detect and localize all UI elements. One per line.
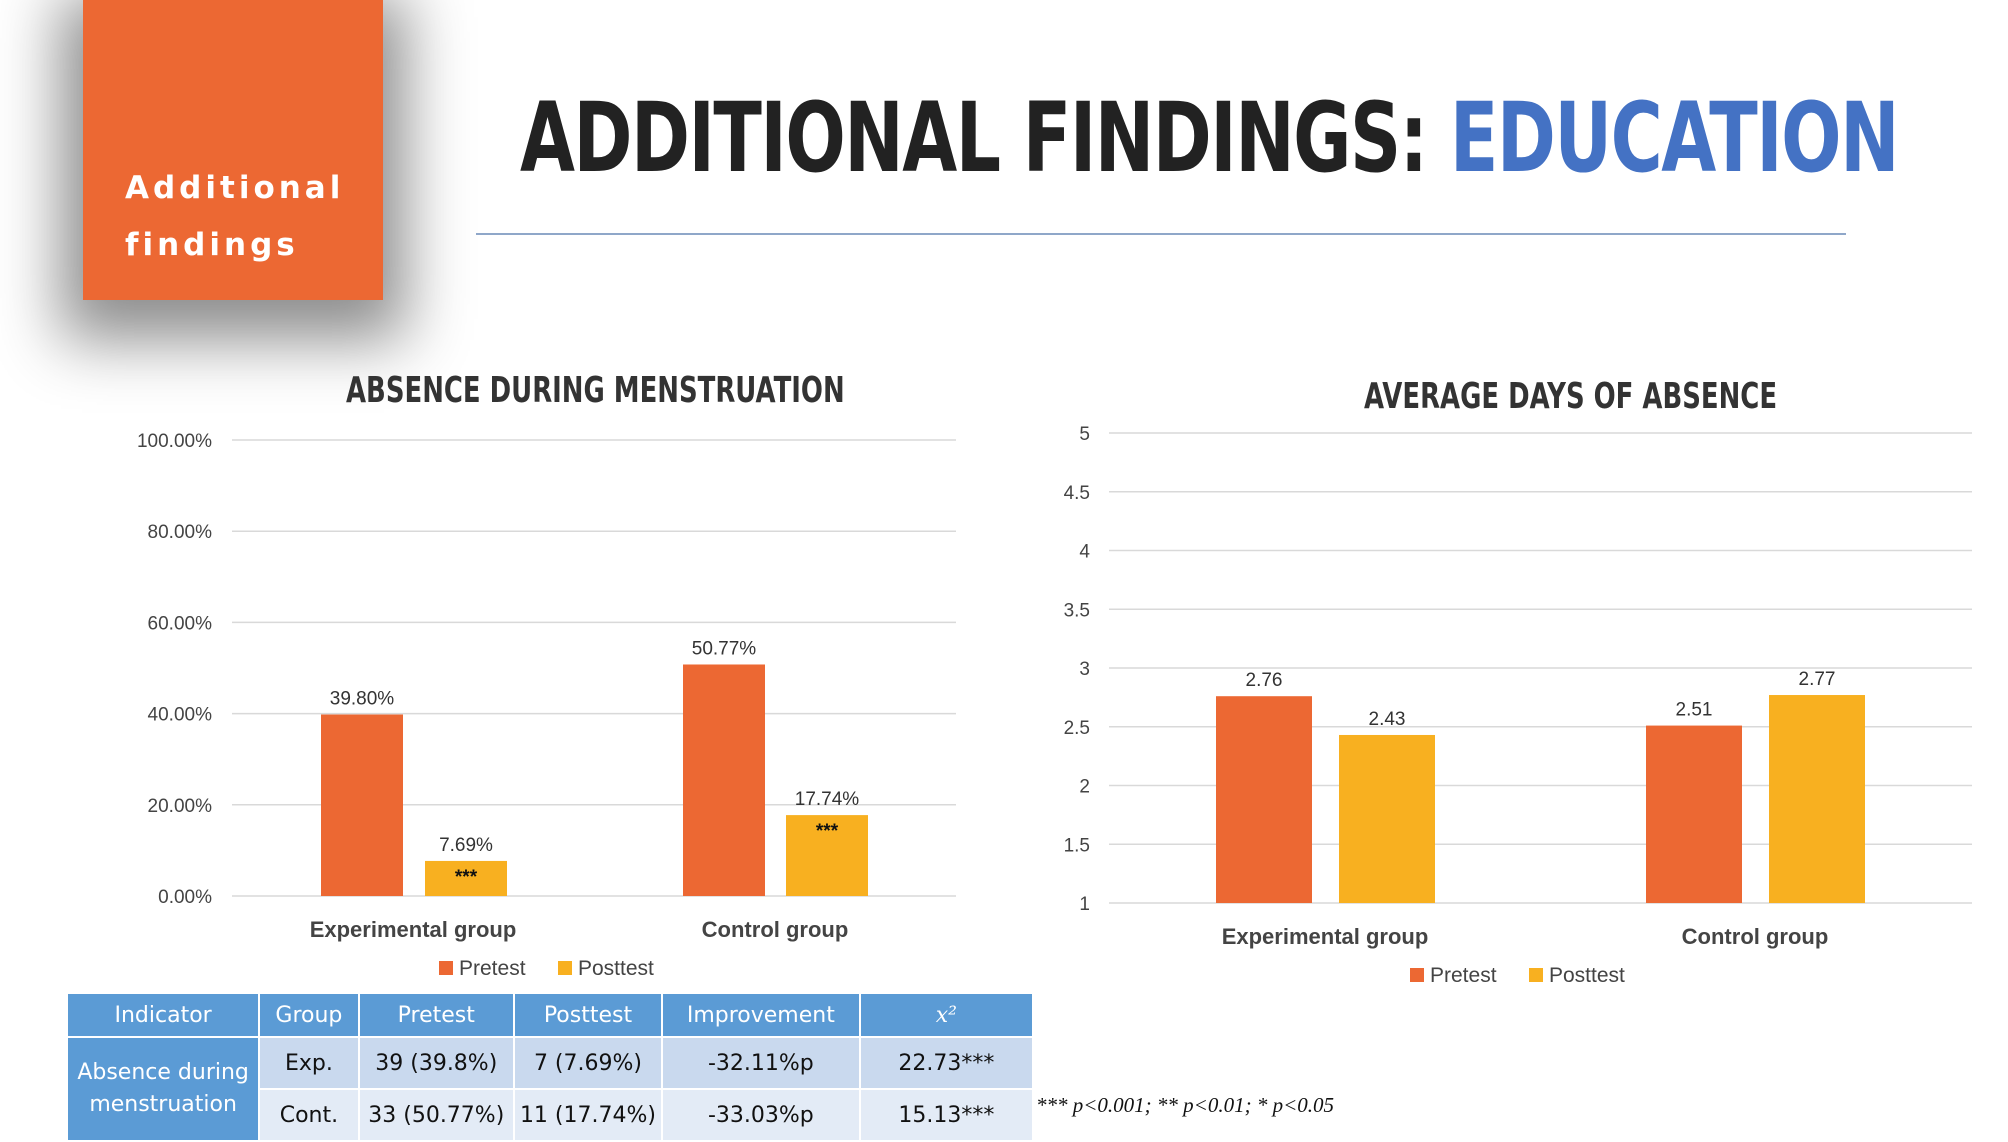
y-tick-label: 2.5 — [1064, 718, 1090, 739]
significance-marker: *** — [455, 867, 478, 888]
y-tick-label: 3 — [1079, 659, 1090, 680]
y-tick-label: 4 — [1079, 542, 1090, 563]
header-group: Group — [258, 992, 360, 1038]
cell-indicator: Absence during menstruation — [65, 1036, 261, 1142]
data-label: 7.69% — [439, 835, 493, 856]
significance-footnote: *** p<0.001; ** p<0.01; * p<0.05 — [1036, 1093, 1334, 1117]
bar-posttest — [786, 815, 868, 896]
chart1-title: ABSENCE DURING MENSTRUATION — [346, 370, 845, 411]
legend-label-posttest: Posttest — [1549, 964, 1625, 987]
y-tick-label: 2 — [1079, 777, 1090, 798]
cell-chi-square: 22.73*** — [858, 1036, 1035, 1090]
section-tag-line2: findings — [125, 227, 299, 263]
legend-swatch-pretest — [1410, 968, 1424, 982]
legend-label-pretest: Pretest — [459, 957, 526, 980]
legend-label-posttest: Posttest — [578, 957, 654, 980]
header-posttest: Posttest — [512, 992, 663, 1038]
data-label: 39.80% — [330, 689, 395, 710]
data-label: 50.77% — [692, 638, 757, 659]
bar-pretest — [321, 714, 403, 896]
data-label: 17.74% — [795, 789, 860, 810]
data-label: 2.51 — [1676, 700, 1713, 721]
bar-posttest — [1339, 734, 1435, 903]
bar-posttest — [425, 860, 507, 896]
x-category-label: Experimental group — [310, 917, 517, 942]
y-tick-label: 3.5 — [1064, 600, 1090, 621]
y-tick-label: 5 — [1079, 424, 1090, 445]
table-header-row: Indicator Group Pretest Posttest Improve… — [65, 992, 1035, 1038]
legend-swatch-posttest — [1529, 968, 1543, 982]
header-pretest: Pretest — [357, 992, 515, 1038]
cell-chi-square: 15.13*** — [858, 1088, 1035, 1142]
legend-swatch-pretest — [439, 961, 453, 975]
y-tick-label: 1 — [1079, 894, 1090, 915]
cell-improvement: -32.11%p — [660, 1036, 861, 1090]
x-category-label: Control group — [702, 917, 849, 942]
page-title-main: ADDITIONAL FINDINGS: — [520, 82, 1450, 194]
cell-pretest: 33 (50.77%) — [357, 1088, 515, 1142]
page-title: ADDITIONAL FINDINGS: EDUCATION — [520, 82, 1900, 202]
stats-table: Indicator Group Pretest Posttest Improve… — [65, 992, 1035, 1142]
header-chi-square: x² — [858, 992, 1035, 1038]
y-tick-label: 100.00% — [137, 431, 212, 452]
cell-posttest: 7 (7.69%) — [512, 1036, 663, 1090]
data-label: 2.77 — [1799, 669, 1836, 690]
title-divider — [476, 233, 1846, 235]
chart2-title: AVERAGE DAYS OF ABSENCE — [1364, 376, 1778, 417]
y-tick-label: 60.00% — [148, 613, 213, 634]
data-label: 2.43 — [1369, 709, 1406, 730]
y-tick-label: 4.5 — [1064, 483, 1090, 504]
legend-label-pretest: Pretest — [1430, 964, 1497, 987]
table-row: Absence during menstruation Exp. 39 (39.… — [65, 1036, 1035, 1142]
bar-pretest — [1216, 696, 1312, 903]
y-tick-label: 0.00% — [158, 887, 212, 908]
x-category-label: Experimental group — [1222, 924, 1429, 949]
section-tag-line1: Additional — [125, 170, 345, 206]
header-indicator: Indicator — [65, 992, 261, 1038]
y-tick-label: 80.00% — [148, 522, 213, 543]
cell-group: Exp. — [258, 1036, 360, 1090]
y-tick-label: 40.00% — [148, 705, 213, 726]
x-category-label: Control group — [1682, 924, 1829, 949]
bar-pretest — [683, 664, 765, 896]
cell-pretest: 39 (39.8%) — [357, 1036, 515, 1090]
cell-group: Cont. — [258, 1088, 360, 1142]
y-tick-label: 20.00% — [148, 796, 213, 817]
y-tick-label: 1.5 — [1064, 835, 1090, 856]
section-tag: Additional findings — [83, 0, 383, 300]
data-label: 2.76 — [1246, 670, 1283, 691]
cell-posttest: 11 (17.74%) — [512, 1088, 663, 1142]
significance-marker: *** — [816, 821, 839, 842]
legend-swatch-posttest — [558, 961, 572, 975]
bar-pretest — [1646, 725, 1742, 903]
bar-posttest — [1769, 695, 1865, 903]
cell-improvement: -33.03%p — [660, 1088, 861, 1142]
page-title-accent: EDUCATION — [1449, 82, 1900, 194]
header-improvement: Improvement — [660, 992, 861, 1038]
